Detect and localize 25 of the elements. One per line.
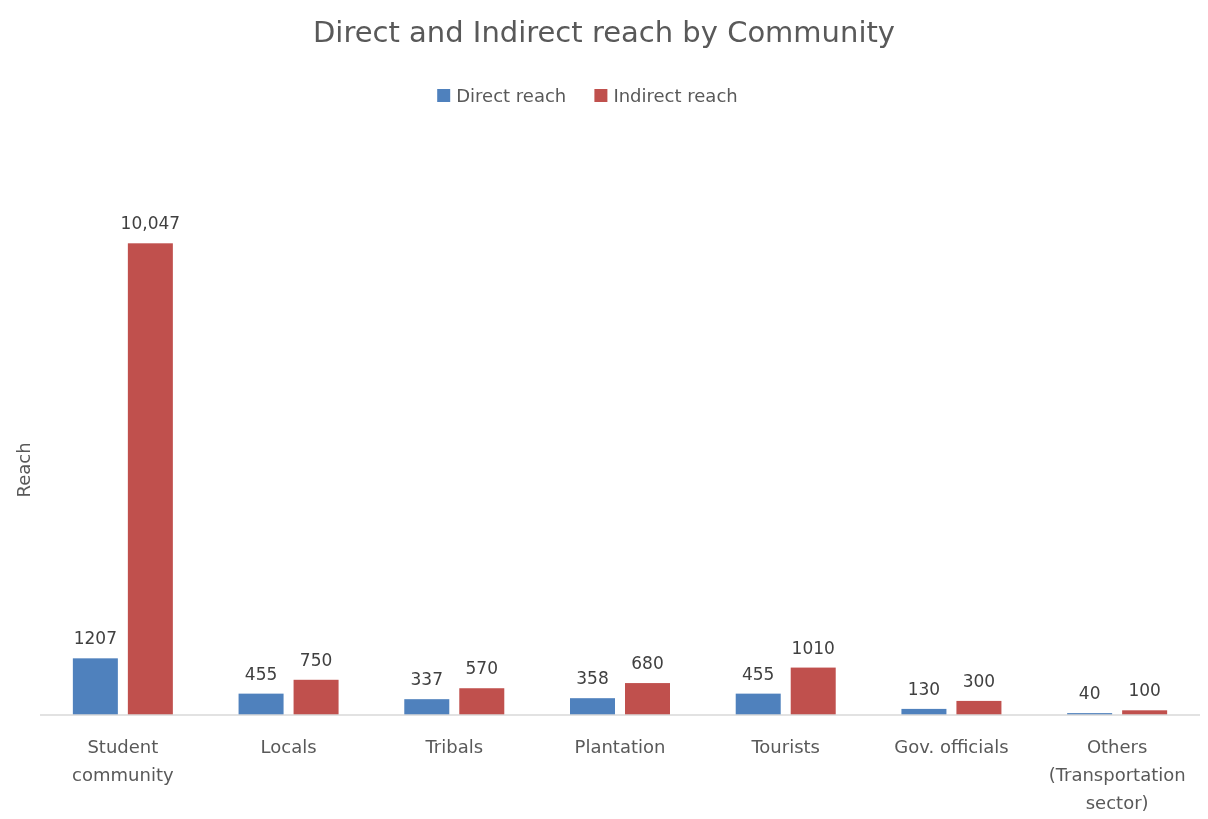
x-tick-label: Tourists xyxy=(750,736,820,757)
data-label: 1010 xyxy=(791,637,835,658)
data-label: 455 xyxy=(244,663,278,684)
x-tick-label: Student community xyxy=(72,736,174,785)
data-label: 358 xyxy=(576,668,609,689)
data-label: 1207 xyxy=(73,628,117,649)
x-tick-label: Locals xyxy=(260,736,317,757)
legend-label: Direct reach xyxy=(456,85,567,106)
data-label: 455 xyxy=(741,663,775,684)
chart-title: Direct and Indirect reach by Community xyxy=(313,15,895,49)
data-label: 300 xyxy=(962,670,996,691)
x-tick-label: Gov. officials xyxy=(894,736,1009,757)
legend-label: Indirect reach xyxy=(613,85,738,106)
data-label: 130 xyxy=(907,678,941,699)
data-label: 10,047 xyxy=(120,213,181,234)
data-label: 100 xyxy=(1128,680,1161,701)
y-axis-title: Reach xyxy=(13,442,34,498)
data-label: 337 xyxy=(410,669,444,690)
data-label: 40 xyxy=(1078,683,1101,704)
x-tick-label: Others (Transportation sector) xyxy=(1048,736,1186,813)
x-tick-label: Plantation xyxy=(574,736,666,757)
data-label: 680 xyxy=(631,653,664,674)
data-label: 570 xyxy=(465,658,499,679)
x-tick-label: Tribals xyxy=(424,736,484,757)
data-label: 750 xyxy=(299,649,333,670)
